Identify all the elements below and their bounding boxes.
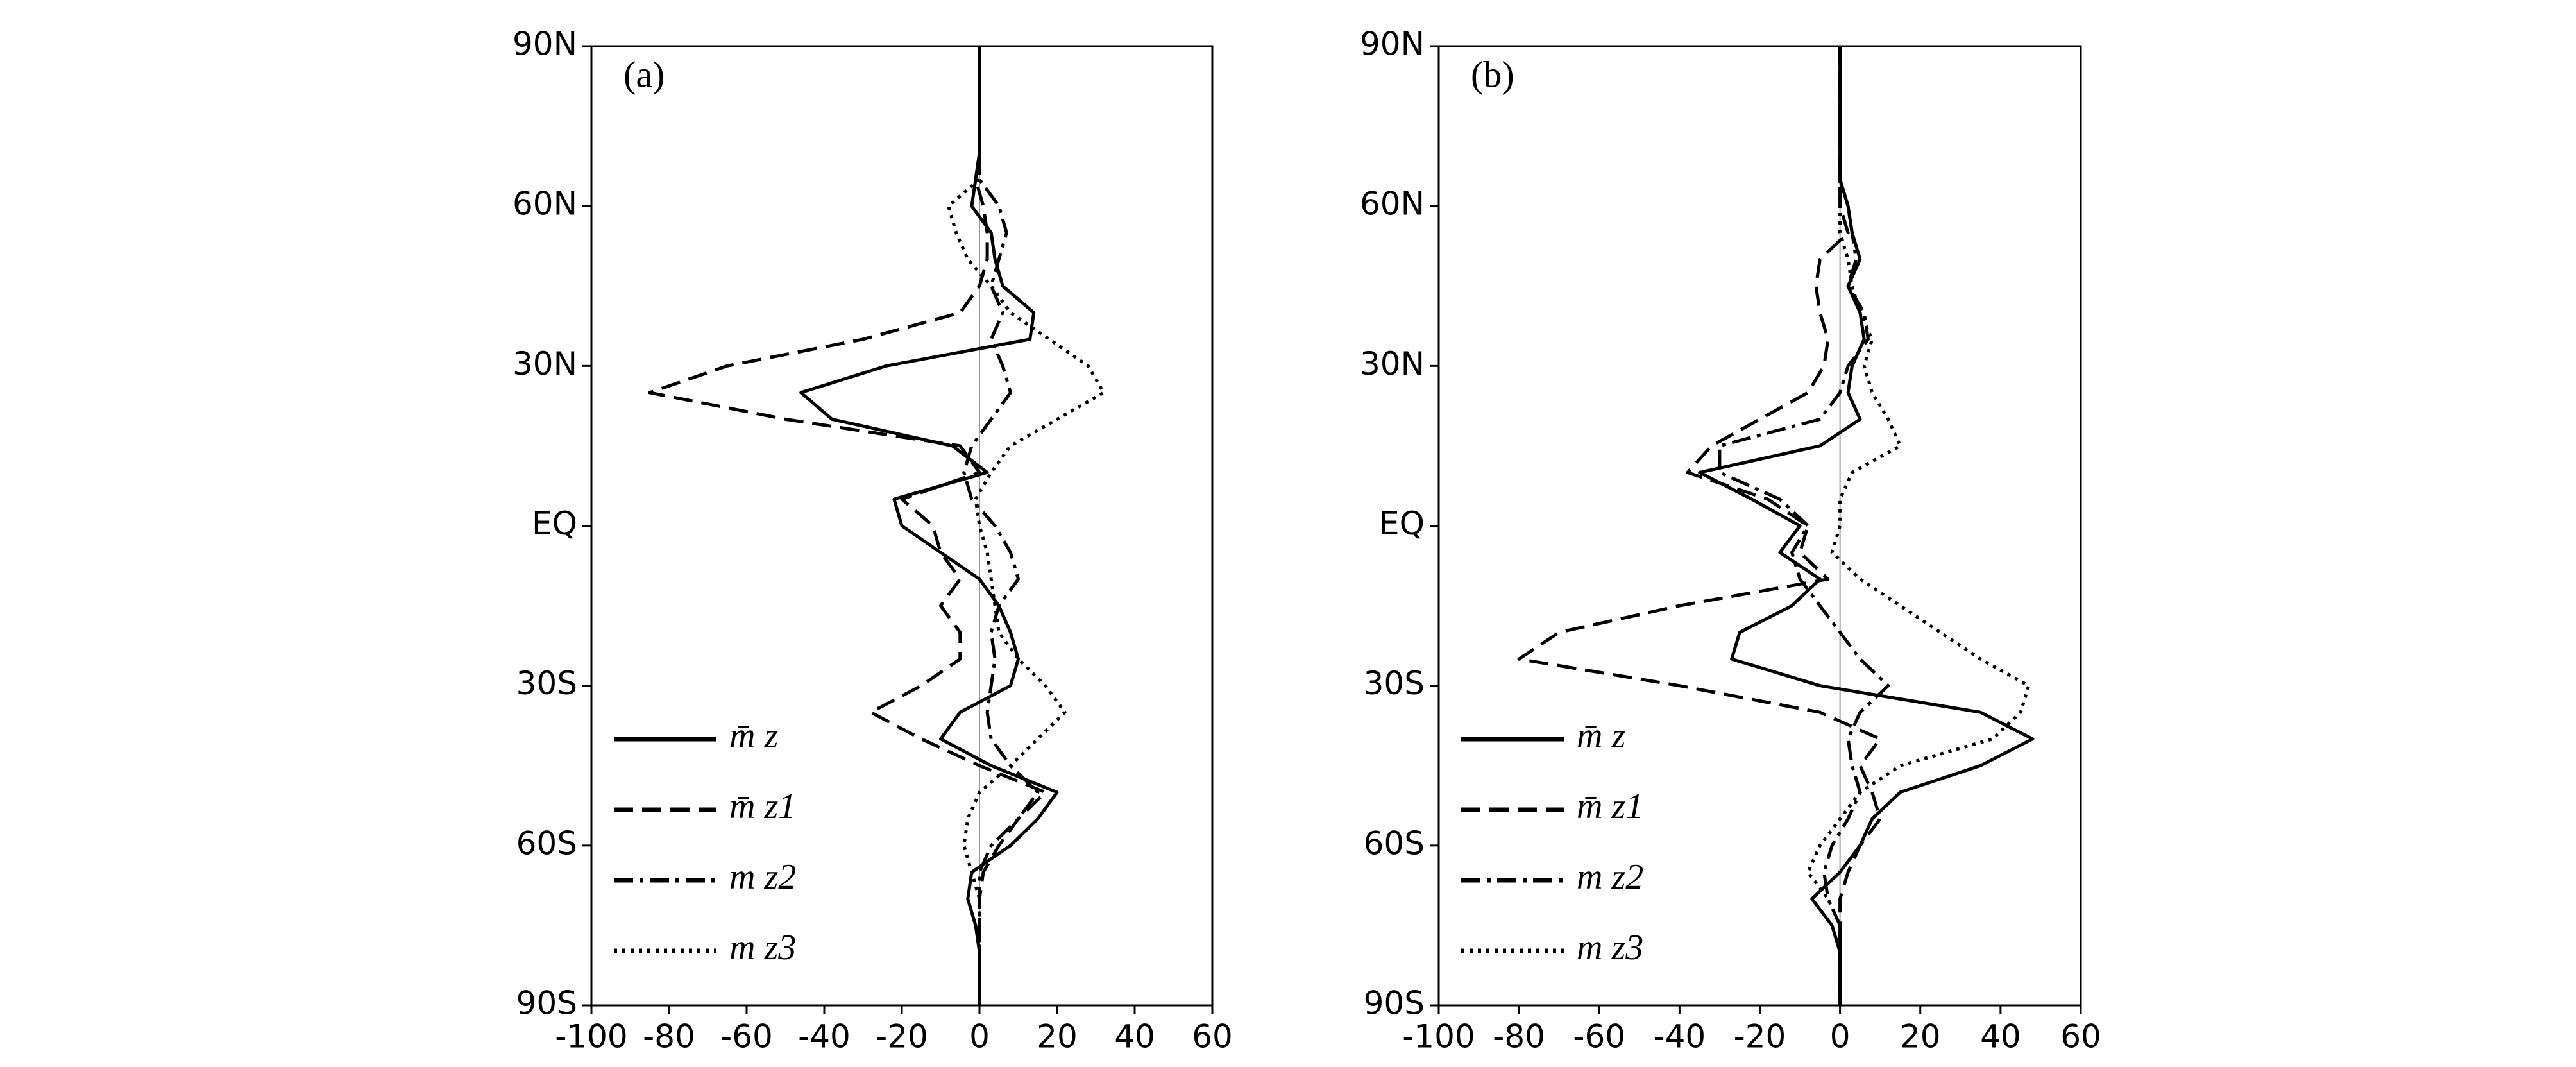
y-tick-label: 30S bbox=[516, 665, 577, 702]
legend-label: m z2 bbox=[729, 857, 796, 897]
x-tick-label: 40 bbox=[1980, 1018, 2021, 1055]
y-tick-label: 30N bbox=[1360, 345, 1425, 382]
y-tick-label: 90N bbox=[513, 26, 577, 63]
legend-label: m z3 bbox=[1577, 928, 1643, 968]
legend-label: m̄ z1 bbox=[1577, 787, 1643, 826]
legend-label: m̄ z bbox=[729, 716, 778, 756]
x-tick-label: -40 bbox=[1654, 1018, 1706, 1055]
y-tick-label: 90S bbox=[516, 985, 577, 1022]
series-line bbox=[1718, 46, 1890, 1005]
plot-frame bbox=[1437, 45, 2082, 1007]
legend-label: m z2 bbox=[1577, 857, 1643, 897]
x-tick-label: -60 bbox=[720, 1018, 773, 1055]
series-line bbox=[947, 46, 1106, 1005]
y-tick-label: 60N bbox=[1360, 185, 1425, 223]
y-tick-label: 90N bbox=[1360, 26, 1425, 63]
y-tick-label: EQ bbox=[1379, 505, 1425, 542]
x-tick-label: -80 bbox=[1493, 1018, 1545, 1055]
series-line bbox=[1517, 46, 1882, 1005]
series-line bbox=[1698, 46, 2035, 1005]
x-tick-label: -100 bbox=[1402, 1018, 1475, 1055]
x-tick-label: -20 bbox=[1734, 1018, 1786, 1055]
y-tick-label: 90S bbox=[1364, 985, 1425, 1022]
panel-label: (b) bbox=[1471, 53, 1514, 95]
x-tick-label: 60 bbox=[2060, 1018, 2101, 1055]
x-tick-label: 0 bbox=[969, 1018, 990, 1055]
x-tick-label: 0 bbox=[1830, 1018, 1851, 1055]
y-tick-label: 60S bbox=[1364, 824, 1425, 862]
x-tick-label: -20 bbox=[876, 1018, 928, 1055]
series-line bbox=[962, 46, 1040, 1005]
series-line bbox=[1806, 46, 2031, 1005]
x-tick-label: 20 bbox=[1900, 1018, 1941, 1055]
series-line bbox=[648, 46, 1047, 1005]
y-tick-label: 60S bbox=[516, 824, 577, 862]
x-tick-label: -80 bbox=[643, 1018, 695, 1055]
panel-label: (a) bbox=[623, 53, 665, 95]
x-tick-label: -60 bbox=[1573, 1018, 1625, 1055]
x-tick-label: -40 bbox=[798, 1018, 851, 1055]
legend-label: m̄ z bbox=[1577, 716, 1625, 756]
y-tick-label: 30N bbox=[513, 345, 577, 382]
x-tick-label: -100 bbox=[555, 1018, 627, 1055]
legend-label: m̄ z1 bbox=[729, 787, 796, 826]
y-tick-label: 60N bbox=[513, 185, 577, 223]
x-tick-label: 60 bbox=[1192, 1018, 1233, 1055]
x-tick-label: 40 bbox=[1114, 1018, 1155, 1055]
x-tick-label: 20 bbox=[1037, 1018, 1078, 1055]
series-line bbox=[799, 46, 1059, 1005]
y-tick-label: EQ bbox=[532, 505, 577, 542]
y-tick-label: 30S bbox=[1364, 665, 1425, 702]
legend-label: m z3 bbox=[729, 928, 796, 968]
